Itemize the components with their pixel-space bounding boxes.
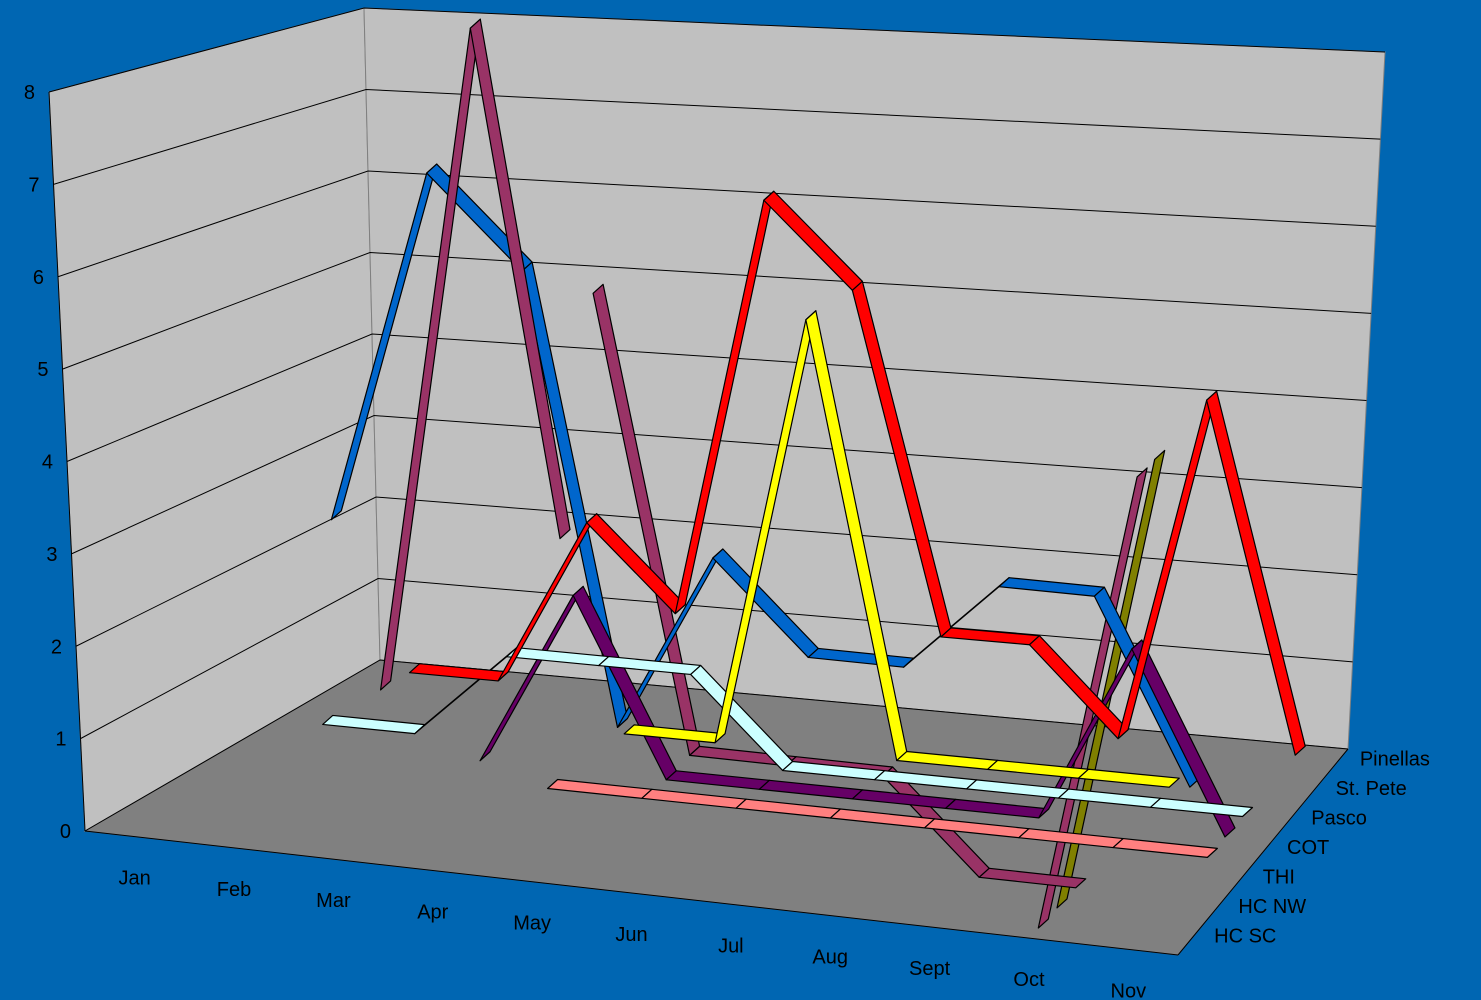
z-tick-label: COT xyxy=(1287,837,1329,859)
gridline-y xyxy=(80,577,1353,740)
z-tick-label: St. Pete xyxy=(1336,778,1407,800)
gridline-y xyxy=(53,88,1381,185)
gridlines xyxy=(48,7,1386,832)
axes xyxy=(48,91,1349,956)
series-lines xyxy=(322,18,1306,929)
x-tick-label: Jan xyxy=(119,868,151,890)
x-tick-label: Feb xyxy=(217,879,251,901)
x-tick-label: Apr xyxy=(417,901,448,923)
y-tick-label: 5 xyxy=(37,359,48,381)
x-tick-label: Jul xyxy=(718,935,744,957)
gridline-y xyxy=(48,7,1386,93)
series-segment xyxy=(1206,390,1306,756)
x-tick-label: Jun xyxy=(615,924,647,946)
x-tick-label: Nov xyxy=(1111,980,1147,1000)
series-segment xyxy=(1149,797,1254,818)
gridline-y xyxy=(57,170,1376,278)
y-tick-label: 2 xyxy=(51,636,62,658)
z-tick-label: HC NW xyxy=(1238,896,1306,918)
gridline-y xyxy=(84,659,1349,832)
series-segment xyxy=(1077,768,1180,788)
x-tick-label: Sept xyxy=(909,958,951,980)
tick-labels: 0 1 2 3 4 5 6 7 8 Jan Feb Mar Apr May Jun Jul Aug Sept Oct… xyxy=(24,82,1430,1000)
gridline-y xyxy=(62,251,1372,370)
y-tick-label: 6 xyxy=(33,267,44,289)
x-tick-label: May xyxy=(513,913,551,935)
x-tick-label: Oct xyxy=(1013,969,1045,991)
z-tick-label: Pasco xyxy=(1311,808,1367,830)
z-tick-label: THI xyxy=(1263,866,1295,888)
z-tick-label: Pinellas xyxy=(1360,749,1430,771)
x-axis xyxy=(84,830,1179,956)
y-tick-label: 0 xyxy=(60,821,71,843)
series-segment xyxy=(1131,639,1236,838)
x-tick-label: Aug xyxy=(812,947,848,969)
gridline-y xyxy=(66,333,1367,462)
y-axis xyxy=(48,91,86,832)
z-axis xyxy=(1177,748,1349,956)
z-tick-label: HC SC xyxy=(1214,925,1276,947)
series-segment xyxy=(469,18,571,540)
x-tick-label: Mar xyxy=(316,890,351,912)
y-tick-label: 4 xyxy=(42,452,53,474)
series-segment xyxy=(1112,837,1218,858)
series-segment xyxy=(978,867,1087,889)
y-tick-label: 1 xyxy=(55,729,66,751)
gridline-y xyxy=(71,414,1362,555)
y-tick-label: 7 xyxy=(28,174,39,196)
y-tick-label: 8 xyxy=(24,82,35,104)
gridline-y xyxy=(75,496,1358,647)
y-tick-label: 3 xyxy=(46,544,57,566)
